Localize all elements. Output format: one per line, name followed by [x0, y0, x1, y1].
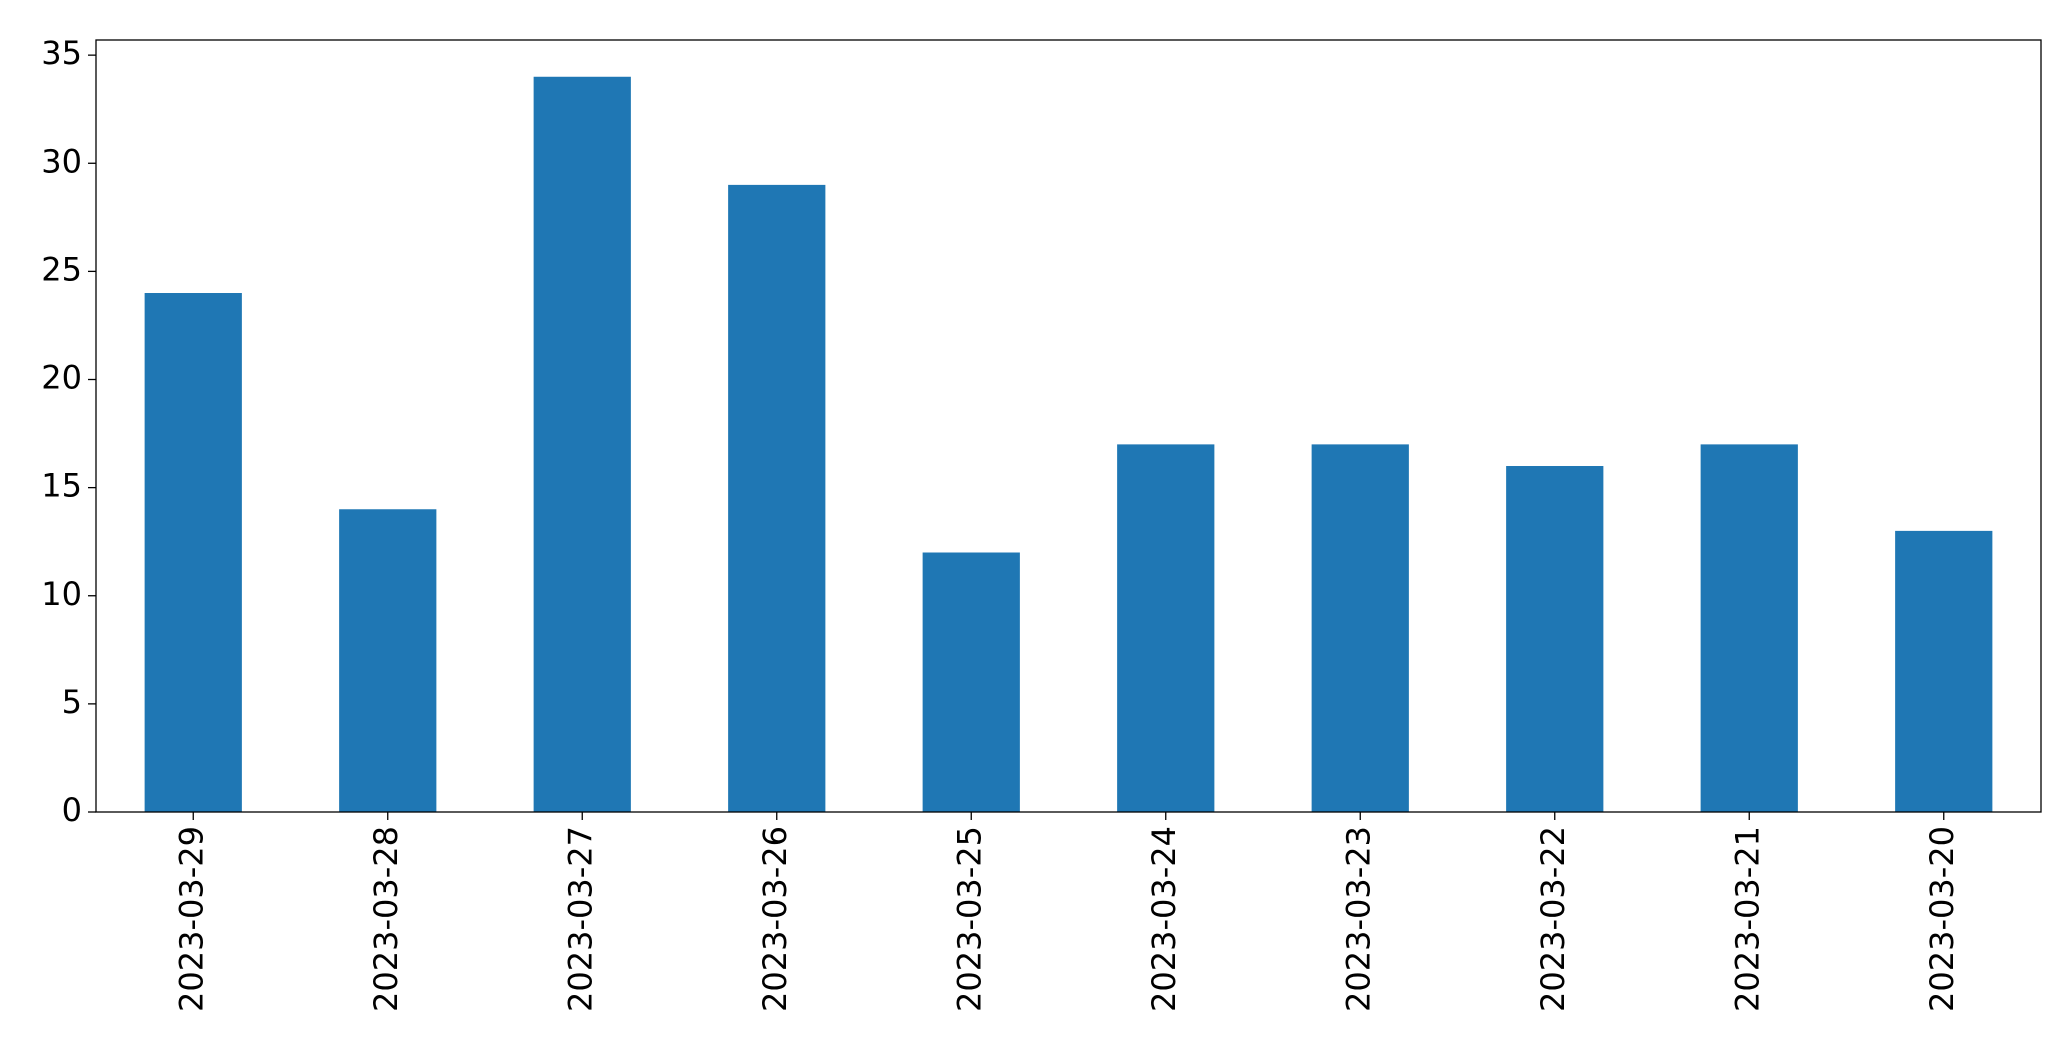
x-tick-label: 2023-03-28 [367, 826, 405, 1012]
x-tick-label: 2023-03-22 [1534, 826, 1572, 1012]
bar [1117, 444, 1215, 812]
bar [339, 509, 437, 812]
bar [1895, 530, 1993, 812]
y-tick-label: 0 [62, 791, 82, 829]
x-tick-label: 2023-03-27 [561, 826, 599, 1012]
bar [533, 76, 631, 812]
x-tick-label: 2023-03-24 [1145, 826, 1183, 1012]
bar [144, 293, 242, 812]
y-tick-label: 15 [41, 467, 82, 505]
x-tick-label: 2023-03-29 [172, 826, 210, 1012]
x-tick-label: 2023-03-23 [1339, 826, 1377, 1012]
y-tick-label: 20 [41, 359, 82, 397]
bar [922, 552, 1020, 812]
y-tick-label: 25 [41, 250, 82, 288]
x-tick-label: 2023-03-21 [1728, 826, 1766, 1012]
bar [1700, 444, 1798, 812]
y-tick-label: 10 [41, 575, 82, 613]
y-tick-label: 30 [41, 142, 82, 180]
x-tick-label: 2023-03-20 [1923, 826, 1961, 1012]
x-tick-label: 2023-03-25 [950, 826, 988, 1012]
bar [1311, 444, 1409, 812]
bar [728, 184, 826, 813]
plot-frame [95, 39, 2042, 813]
x-tick-label: 2023-03-26 [756, 826, 794, 1012]
bar [1506, 466, 1604, 812]
y-tick-label: 5 [62, 683, 82, 721]
y-tick-label: 35 [41, 34, 82, 72]
